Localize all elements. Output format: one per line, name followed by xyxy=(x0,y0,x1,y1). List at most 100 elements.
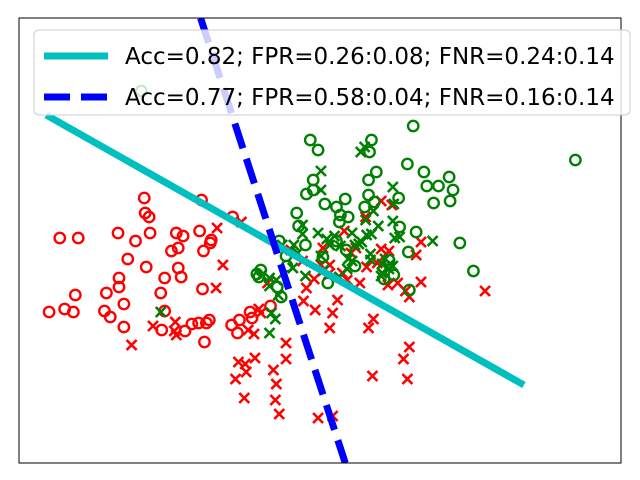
green-circle-point xyxy=(392,191,406,205)
red-circle-point xyxy=(142,210,156,224)
red-x-point xyxy=(270,378,283,390)
red-circle-point xyxy=(165,244,178,258)
red-circle-point xyxy=(121,252,135,266)
red-circle-point xyxy=(66,305,80,319)
green-x-point xyxy=(328,230,341,242)
red-circle-point xyxy=(129,234,142,248)
axes-frame xyxy=(18,17,622,464)
green-x-point xyxy=(286,262,299,274)
green-circle-point xyxy=(333,208,347,222)
green-x-point xyxy=(349,239,361,251)
green-circle-point xyxy=(442,170,456,184)
red-x-point xyxy=(382,279,394,291)
legend: Acc=0.82; FPR=0.26:0.08; FNR=0.24:0.14 A… xyxy=(33,29,631,116)
green-x-point xyxy=(315,184,327,196)
green-circle-point xyxy=(393,220,407,234)
green-x-point xyxy=(287,239,300,251)
green-circle-point xyxy=(311,143,325,157)
red-circle-point xyxy=(68,288,82,302)
red-circle-point xyxy=(71,231,85,245)
red-circle-point xyxy=(154,286,168,300)
red-circle-point xyxy=(112,271,126,285)
green-x-point xyxy=(386,181,399,193)
red-circle-point xyxy=(185,317,199,331)
green-x-point xyxy=(334,240,347,252)
red-circle-point xyxy=(169,226,183,240)
red-circle-point xyxy=(199,316,213,330)
solid-decision-line xyxy=(44,111,526,389)
plot-area xyxy=(42,18,582,463)
red-circle-point xyxy=(192,316,206,330)
green-circle-point xyxy=(362,173,375,187)
red-x-point xyxy=(362,322,375,334)
green-circle-point xyxy=(443,194,457,208)
red-x-point xyxy=(300,282,313,294)
red-circle-point xyxy=(171,241,185,255)
red-x-point xyxy=(169,316,182,328)
red-x-point xyxy=(479,285,491,297)
green-circle-point xyxy=(401,245,415,259)
green-circle-point xyxy=(303,133,317,147)
green-x-point xyxy=(270,274,283,286)
green-circle-point xyxy=(367,195,381,209)
green-x-point xyxy=(315,165,327,177)
green-circle-point xyxy=(318,197,332,211)
red-x-point xyxy=(403,341,416,353)
red-x-point xyxy=(267,364,280,376)
green-x-point xyxy=(154,306,167,318)
green-circle-point xyxy=(467,264,480,278)
red-x-point xyxy=(401,373,414,385)
red-x-point xyxy=(242,324,255,336)
legend-label-solid-line: Acc=0.82; FPR=0.26:0.08; FNR=0.24:0.14 xyxy=(125,44,615,70)
green-x-point xyxy=(360,229,373,241)
green-x-point xyxy=(320,233,333,245)
red-circle-point xyxy=(111,226,125,240)
red-circle-point xyxy=(117,297,131,311)
red-circle-point xyxy=(98,304,111,318)
green-x-point xyxy=(387,198,400,210)
green-x-point xyxy=(364,248,377,260)
red-x-point xyxy=(360,261,373,273)
red-x-point xyxy=(326,307,339,319)
red-circle-point xyxy=(117,320,131,334)
red-x-point xyxy=(170,329,183,341)
red-x-point xyxy=(240,366,253,378)
green-x-point xyxy=(255,269,268,281)
green-x-point xyxy=(386,260,399,272)
green-circle-point xyxy=(402,283,416,297)
green-x-point xyxy=(269,313,282,325)
red-x-point xyxy=(269,394,282,406)
green-x-point xyxy=(354,146,367,158)
red-x-point xyxy=(397,353,410,365)
red-x-point xyxy=(415,276,427,288)
red-x-point xyxy=(366,370,379,382)
green-circle-point xyxy=(568,153,582,167)
green-x-point xyxy=(346,227,358,239)
green-x-point xyxy=(296,219,309,231)
red-x-point xyxy=(216,259,229,271)
red-x-point xyxy=(367,313,380,325)
red-circle-point xyxy=(203,236,217,250)
red-circle-point xyxy=(233,313,246,327)
red-x-point xyxy=(280,353,292,365)
red-circle-point xyxy=(42,305,56,319)
red-circle-point xyxy=(231,326,244,340)
red-x-point xyxy=(125,339,138,351)
green-x-point xyxy=(342,253,355,265)
red-circle-point xyxy=(53,231,67,245)
red-circle-point xyxy=(143,226,157,240)
green-x-point xyxy=(312,227,324,239)
green-x-point xyxy=(315,250,327,262)
red-x-point xyxy=(252,303,265,315)
legend-label-dashed-line: Acc=0.77; FPR=0.58:0.04; FNR=0.16:0.14 xyxy=(125,85,615,111)
red-circle-point xyxy=(196,282,209,296)
green-circle-point xyxy=(406,119,420,133)
green-circle-point xyxy=(420,179,434,193)
green-circle-point xyxy=(400,157,414,171)
green-circle-point xyxy=(453,236,467,250)
green-circle-point xyxy=(427,196,441,210)
red-x-point xyxy=(280,337,292,349)
green-circle-point xyxy=(299,238,312,252)
red-x-point xyxy=(312,412,324,424)
